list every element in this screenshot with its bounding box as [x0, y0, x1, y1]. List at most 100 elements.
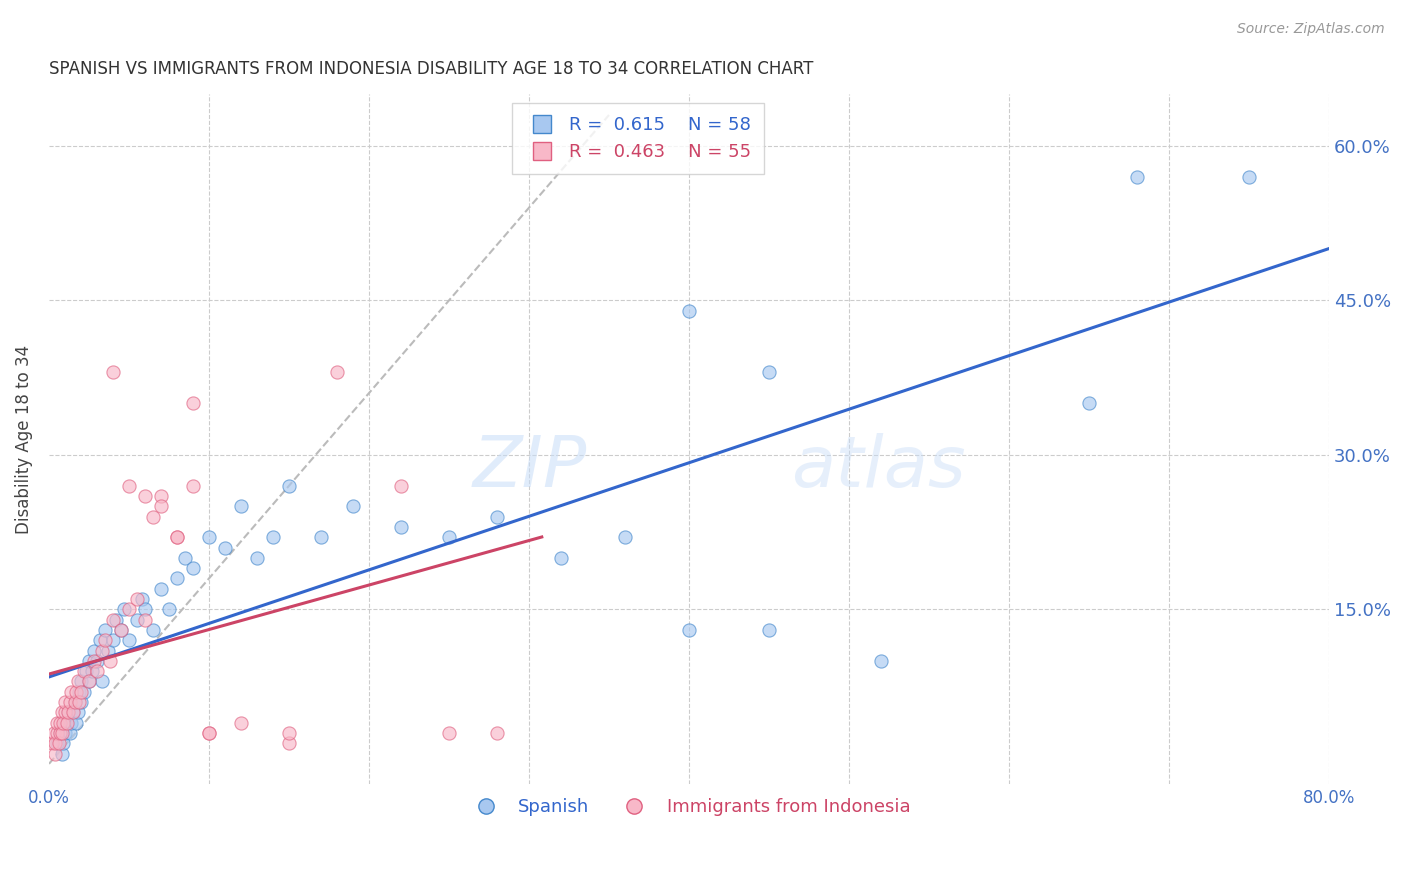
Point [870, 654, 893, 668]
Point [44, 736, 66, 750]
Point [614, 530, 637, 544]
Point [63, 695, 86, 709]
Point [49, 715, 72, 730]
Point [1126, 169, 1149, 184]
Point [44, 747, 66, 761]
Point [90, 643, 112, 657]
Point [73, 664, 96, 678]
Point [342, 500, 364, 514]
Point [56, 706, 79, 720]
Point [97, 643, 120, 657]
Point [77, 654, 100, 668]
Point [142, 509, 165, 524]
Point [166, 571, 188, 585]
Point [131, 592, 153, 607]
Point [82, 664, 104, 678]
Point [65, 684, 87, 698]
Point [63, 695, 86, 709]
Y-axis label: Disability Age 18 to 34: Disability Age 18 to 34 [15, 345, 32, 534]
Point [42, 726, 65, 740]
Point [125, 613, 148, 627]
Point [77, 674, 100, 689]
Text: SPANISH VS IMMIGRANTS FROM INDONESIA DISABILITY AGE 18 TO 34 CORRELATION CHART: SPANISH VS IMMIGRANTS FROM INDONESIA DIS… [49, 60, 813, 78]
Point [49, 726, 72, 740]
Point [157, 602, 180, 616]
Point [181, 479, 204, 493]
Point [149, 582, 172, 596]
Point [278, 736, 301, 750]
Point [60, 684, 83, 698]
Point [67, 695, 90, 709]
Point [550, 550, 572, 565]
Point [278, 479, 301, 493]
Point [437, 530, 460, 544]
Point [86, 654, 108, 668]
Point [214, 541, 236, 555]
Point [75, 664, 97, 678]
Point [94, 633, 117, 648]
Text: atlas: atlas [792, 433, 966, 501]
Point [437, 726, 460, 740]
Point [246, 550, 269, 565]
Point [52, 736, 75, 750]
Text: Source: ZipAtlas.com: Source: ZipAtlas.com [1237, 22, 1385, 37]
Point [105, 613, 128, 627]
Point [112, 602, 135, 616]
Point [49, 726, 72, 740]
Point [758, 623, 780, 637]
Point [118, 633, 141, 648]
Point [485, 726, 508, 740]
Point [48, 736, 70, 750]
Point [198, 726, 221, 740]
Point [101, 613, 124, 627]
Point [70, 674, 93, 689]
Point [66, 674, 89, 689]
Point [83, 654, 105, 668]
Point [66, 706, 89, 720]
Point [118, 479, 141, 493]
Point [53, 695, 76, 709]
Point [110, 623, 132, 637]
Point [53, 726, 76, 740]
Point [86, 664, 108, 678]
Point [52, 715, 75, 730]
Point [198, 726, 221, 740]
Point [94, 623, 117, 637]
Point [65, 715, 87, 730]
Point [134, 602, 156, 616]
Point [118, 602, 141, 616]
Point [60, 715, 83, 730]
Point [149, 500, 172, 514]
Point [758, 366, 780, 380]
Point [101, 633, 124, 648]
Point [389, 520, 412, 534]
Point [41, 736, 63, 750]
Point [389, 479, 412, 493]
Point [53, 715, 76, 730]
Point [326, 366, 349, 380]
Point [90, 674, 112, 689]
Point [70, 684, 93, 698]
Point [181, 561, 204, 575]
Point [70, 695, 93, 709]
Point [67, 684, 90, 698]
Point [51, 726, 73, 740]
Point [46, 736, 69, 750]
Point [166, 530, 188, 544]
Point [174, 550, 197, 565]
Point [98, 654, 121, 668]
Point [51, 747, 73, 761]
Point [56, 706, 79, 720]
Point [1078, 396, 1101, 410]
Point [73, 684, 96, 698]
Point [309, 530, 332, 544]
Point [149, 489, 172, 503]
Point [77, 674, 100, 689]
Point [678, 623, 700, 637]
Point [1237, 169, 1260, 184]
Point [101, 366, 124, 380]
Point [59, 726, 82, 740]
Point [181, 396, 204, 410]
Point [83, 643, 105, 657]
Point [125, 592, 148, 607]
